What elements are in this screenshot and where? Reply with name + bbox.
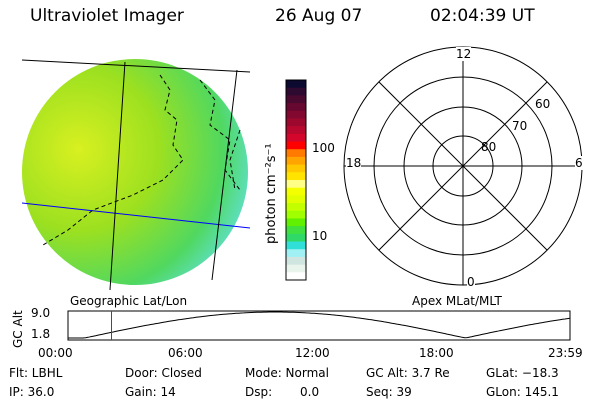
colorbar-band <box>286 226 306 235</box>
colorbar-band <box>286 203 306 212</box>
colorbar-band <box>286 103 306 112</box>
seq-status: Seq: 39 <box>366 385 412 399</box>
colorbar-band <box>286 118 306 127</box>
ring-label-70: 70 <box>512 119 528 133</box>
colorbar-band <box>286 80 306 89</box>
colorbar-band <box>286 141 306 150</box>
dsp-label: Dsp: <box>245 385 273 399</box>
colorbar-band <box>286 210 306 219</box>
latitude-line <box>21 59 251 73</box>
apex-caption: Apex MLat/MLT <box>412 294 502 308</box>
timeline-ymax: 9.0 <box>31 306 51 320</box>
colorbar-band <box>286 87 306 96</box>
colorbar-tick: 100 <box>312 141 335 155</box>
gain-status: Gain: 14 <box>125 385 176 399</box>
colorbar-band <box>286 256 306 266</box>
door-status: Door: Closed <box>125 366 202 380</box>
colorbar-band <box>286 110 306 119</box>
timeline-ylabel: GC Alt <box>11 310 25 348</box>
polar-label-6: 6 <box>575 156 583 170</box>
colorbar-band <box>286 218 306 227</box>
timeline-xtick: 23:59 <box>548 346 583 360</box>
timeline-ymin: 1.8 <box>31 327 51 341</box>
colorbar-band <box>286 195 306 204</box>
coastline <box>42 74 241 246</box>
geographic-caption: Geographic Lat/Lon <box>70 294 188 308</box>
ring-label-80: 80 <box>481 140 497 154</box>
colorbar-band <box>286 156 306 166</box>
polar-grid <box>343 46 583 286</box>
colorbar-tick: 10 <box>312 229 328 243</box>
colorbar-band <box>286 133 306 143</box>
ip-status: IP: 36.0 <box>9 385 55 399</box>
timeline-xtick: 12:00 <box>295 346 330 360</box>
colorbar-band <box>286 249 306 258</box>
timeline-xtick: 00:00 <box>38 346 73 360</box>
colorbar-band <box>286 126 306 135</box>
colorbar-band <box>286 187 306 196</box>
colorbar-frame <box>285 79 307 281</box>
colorbar-unit: photon cm⁻²s⁻¹ <box>264 143 279 244</box>
polar-label-12: 12 <box>456 47 472 61</box>
meridian-line <box>211 69 238 281</box>
colorbar-band <box>286 180 306 189</box>
glat-status: GLat: −18.3 <box>486 366 559 380</box>
colorbar-band <box>286 241 306 250</box>
colorbar <box>285 79 307 281</box>
timeline-xtick: 18:00 <box>419 346 454 360</box>
colorbar-band <box>286 95 306 104</box>
colorbar-band <box>286 264 306 273</box>
colorbar-band <box>286 172 306 181</box>
dsp-value: 0.0 <box>300 385 320 399</box>
ring-label-60: 60 <box>535 97 551 111</box>
polar-label-0: 0 <box>467 275 475 289</box>
equator-line <box>21 202 251 229</box>
polar-label-18: 18 <box>346 156 362 170</box>
globe-image <box>21 59 251 291</box>
glon-status: GLon: 145.1 <box>486 385 559 399</box>
date-label: 26 Aug 07 <box>275 6 363 26</box>
colorbar-band <box>286 164 306 173</box>
altitude-curve <box>68 311 571 339</box>
filter-status: Flt: LBHL <box>9 366 63 380</box>
colorbar-band <box>286 233 306 243</box>
meridian-line <box>109 61 126 291</box>
colorbar-band <box>286 149 306 158</box>
mode-status: Mode: Normal <box>245 366 329 380</box>
timeline-plot <box>67 310 571 341</box>
instrument-title: Ultraviolet Imager <box>30 6 184 26</box>
timeline-xtick: 06:00 <box>168 346 203 360</box>
colorbar-band <box>286 272 306 281</box>
gc-alt-status: GC Alt: 3.7 Re <box>366 366 450 380</box>
time-label: 02:04:39 UT <box>430 6 535 26</box>
